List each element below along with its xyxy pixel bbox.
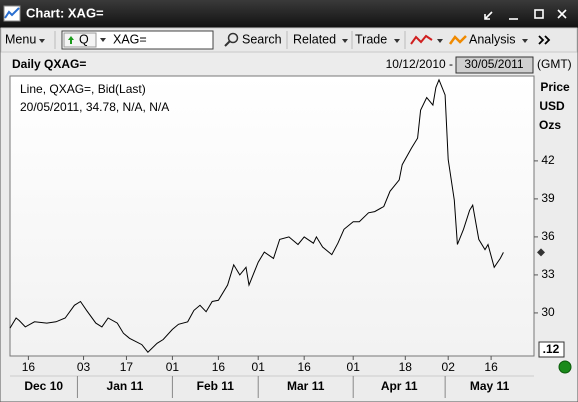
date-start[interactable]: 10/12/2010 -	[386, 57, 453, 71]
related-button[interactable]: Related	[293, 32, 336, 46]
x-tick-label: 01	[347, 360, 361, 374]
dropdown-arrow	[522, 39, 528, 43]
chart-style-icon[interactable]	[410, 34, 433, 45]
y-tick-label: 33	[541, 267, 555, 281]
legend-title: Line, QXAG=, Bid(Last)	[20, 82, 146, 96]
ric-text: XAG=	[113, 32, 147, 46]
timezone: (GMT)	[537, 57, 572, 71]
search-button[interactable]: Search	[242, 32, 282, 46]
up-arrow-icon	[68, 36, 74, 44]
chart-name: Daily QXAG=	[12, 57, 86, 71]
price-line	[9, 78, 504, 353]
title-bar	[0, 0, 578, 28]
dropdown-arrow	[437, 39, 443, 43]
dropdown-arrow	[394, 39, 400, 43]
ric-prefix: Q	[79, 32, 89, 46]
x-tick-label: 02	[442, 360, 456, 374]
x-tick-label: 16	[297, 360, 311, 374]
x-tick-label: 01	[166, 360, 180, 374]
y-axis-label: USD	[539, 99, 565, 113]
x-tick-label: 18	[399, 360, 413, 374]
x-tick-label: 16	[22, 360, 36, 374]
y-axis-label: Ozs	[539, 118, 561, 132]
legend-detail: 20/05/2011, 34.78, N/A, N/A	[20, 100, 169, 114]
trade-button[interactable]: Trade	[355, 32, 387, 46]
y-axis-label: Price	[540, 80, 570, 94]
dropdown-arrow	[39, 39, 45, 43]
app-icon	[3, 5, 21, 22]
more-button[interactable]	[538, 35, 551, 45]
menu-button[interactable]: Menu	[5, 32, 36, 46]
x-tick-label: 16	[212, 360, 226, 374]
y-tick-label: 30	[541, 305, 555, 319]
x-tick-label: 03	[77, 360, 91, 374]
window-buttons[interactable]	[484, 9, 567, 20]
y-tick-label: 36	[541, 229, 555, 243]
dropdown-arrow	[342, 39, 348, 43]
x-tick-label: 17	[120, 360, 134, 374]
x-group-label: Dec 10	[24, 379, 63, 393]
y-tick-label: 42	[541, 153, 555, 167]
ric-input[interactable]	[61, 30, 214, 50]
x-group-label: Jan 11	[107, 379, 144, 393]
y-tick-label: 39	[541, 191, 555, 205]
dropdown-arrow	[100, 38, 106, 42]
scale-label[interactable]: .12	[543, 342, 560, 356]
x-group-label: Feb 11	[197, 379, 235, 393]
window-title: Chart: XAG=	[26, 5, 104, 20]
x-tick-label: 16	[484, 360, 498, 374]
date-end[interactable]: 30/05/2011	[464, 57, 523, 71]
x-group-label: Mar 11	[287, 379, 325, 393]
search-icon	[224, 32, 239, 47]
analysis-button[interactable]: Analysis	[469, 32, 516, 46]
x-tick-label: 01	[252, 360, 266, 374]
scale-button[interactable]	[538, 341, 565, 358]
x-group-label: Apr 11	[381, 379, 418, 393]
analysis-icon	[448, 35, 467, 45]
last-value-marker	[537, 248, 545, 257]
status-indicator	[558, 360, 572, 374]
date-end-box[interactable]	[455, 56, 534, 74]
x-group-label: May 11	[470, 379, 510, 393]
